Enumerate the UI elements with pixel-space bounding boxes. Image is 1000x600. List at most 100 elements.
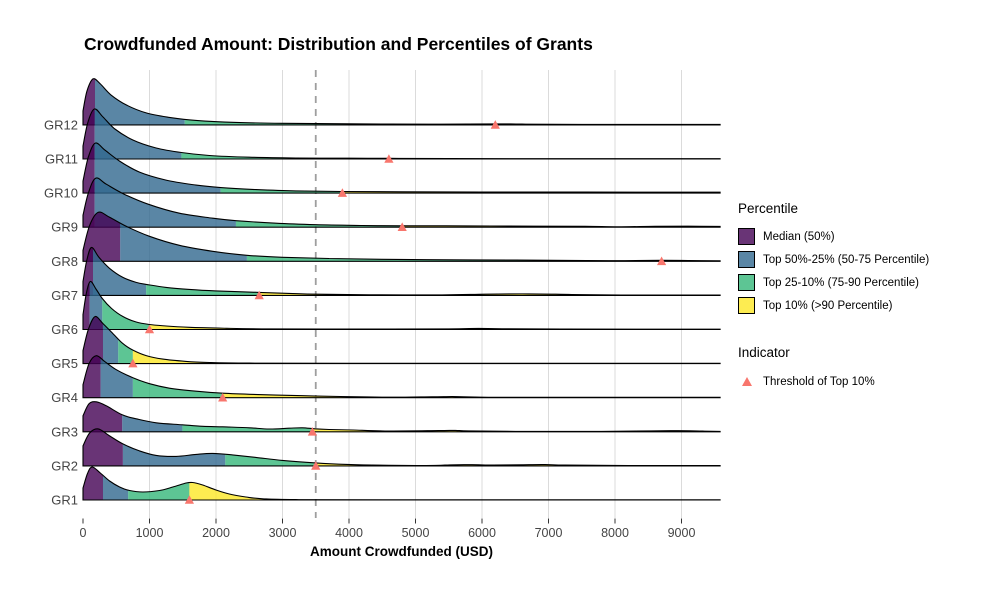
x-tick-label-1000: 1000 <box>136 526 164 540</box>
y-label-GR6: GR6 <box>51 322 78 337</box>
ridge-fill-GR10-seg0 <box>83 143 95 194</box>
chart-title: Crowdfunded Amount: Distribution and Per… <box>84 34 593 54</box>
ridge-fill-GR9-seg0 <box>83 178 95 228</box>
ridge-GR5 <box>82 315 721 365</box>
ridge-fill-GR1-seg0 <box>83 467 103 500</box>
threshold-triangle-icon <box>738 377 755 386</box>
ridge-fill-GR1-seg3 <box>189 482 721 500</box>
ridge-outline-GR1 <box>82 466 721 501</box>
x-tick-label-0: 0 <box>80 526 87 540</box>
ridge-fill-GR4-seg1 <box>100 357 133 398</box>
ridge-fill-GR1-seg1 <box>102 475 129 500</box>
ridge-fill-GR11-seg0 <box>83 108 95 159</box>
y-label-GR3: GR3 <box>51 424 78 439</box>
ridge-fill-GR4-seg2 <box>132 377 223 398</box>
y-label-GR2: GR2 <box>51 458 78 473</box>
ridge-fill-GR12-seg0 <box>83 78 95 125</box>
legend-percentile-item-0: Median (50%) <box>738 225 1000 248</box>
ridge-fill-GR5-seg0 <box>83 316 103 364</box>
ridge-fill-GR10-seg1 <box>94 142 221 194</box>
ridge-GR10 <box>82 142 721 194</box>
x-tick-label-5000: 5000 <box>402 526 430 540</box>
legend-percentile-title: Percentile <box>738 201 799 216</box>
ridge-fill-GR7-seg2 <box>146 284 260 296</box>
ridge-outline-GR7 <box>82 246 721 296</box>
ridge-fill-GR11-seg3 <box>388 158 721 159</box>
ridge-GR8 <box>82 211 721 262</box>
ridge-fill-GR5-seg3 <box>132 350 721 364</box>
ridge-GR4 <box>82 355 721 399</box>
ridge-GR7 <box>82 246 721 296</box>
legend-indicator-item: Threshold of Top 10% <box>738 370 1000 393</box>
ridge-fill-GR3-seg2 <box>182 424 313 432</box>
ridge-fill-GR5-seg1 <box>102 323 119 364</box>
x-tick-label-8000: 8000 <box>601 526 629 540</box>
x-tick-label-4000: 4000 <box>335 526 363 540</box>
y-label-GR4: GR4 <box>51 390 78 405</box>
ridge-outline-GR5 <box>82 315 721 365</box>
ridge-fill-GR6-seg2 <box>102 298 150 330</box>
y-label-GR10: GR10 <box>44 186 78 201</box>
legend-percentile-label: Top 50%-25% (50-75 Percentile) <box>763 253 930 266</box>
threshold-triangle-GR2 <box>311 461 321 470</box>
legend-percentile-items: Median (50%) Top 50%-25% (50-75 Percentil… <box>738 225 1000 317</box>
ridge-outline-GR8 <box>82 211 721 262</box>
legend-swatch-icon <box>738 297 755 314</box>
ridge-fill-GR2-seg2 <box>225 454 316 466</box>
y-label-GR8: GR8 <box>51 254 78 269</box>
ridge-fill-GR3-seg1 <box>122 414 183 432</box>
y-label-GR11: GR11 <box>45 152 78 167</box>
ridge-outline-GR11 <box>82 108 721 160</box>
y-label-GR5: GR5 <box>51 356 78 371</box>
ridge-GR9 <box>82 177 721 228</box>
legend-indicator-title: Indicator <box>738 345 790 360</box>
ridge-outline-GR6 <box>82 280 721 331</box>
ridge-fill-GR11-seg2 <box>181 152 389 159</box>
legend-percentile-item-3: Top 10% (>90 Percentile) <box>738 294 1000 317</box>
ridge-GR11 <box>82 108 721 160</box>
legend-percentile-item-1: Top 50%-25% (50-75 Percentile) <box>738 248 1000 271</box>
ridge-fill-GR12-seg3 <box>495 123 721 125</box>
y-label-GR9: GR9 <box>51 220 78 235</box>
ridge-fill-GR12-seg2 <box>184 119 496 125</box>
ridge-outline-GR2 <box>82 428 721 467</box>
ridge-fill-GR8-seg2 <box>246 255 662 262</box>
threshold-triangle-GR8 <box>657 256 667 266</box>
ridge-outline-GR4 <box>82 355 721 399</box>
legend-percentile-label: Top 10% (>90 Percentile) <box>763 299 893 312</box>
ridge-fill-GR7-seg1 <box>92 248 147 296</box>
ridge-fill-GR4-seg0 <box>83 355 101 398</box>
threshold-triangle-GR6 <box>144 324 155 334</box>
legend-percentile-item-2: Top 25-10% (75-90 Percentile) <box>738 271 1000 294</box>
ridge-outline-GR9 <box>82 177 721 228</box>
threshold-triangle-GR10 <box>337 188 347 197</box>
x-tick-label-6000: 6000 <box>468 526 496 540</box>
x-tick-label-9000: 9000 <box>668 526 696 540</box>
ridge-fill-GR5-seg2 <box>118 339 133 364</box>
ridge-fill-GR3-seg0 <box>83 401 123 432</box>
ridge-GR12 <box>82 78 721 126</box>
ridge-GR1 <box>82 466 721 501</box>
x-tick-label-7000: 7000 <box>535 526 563 540</box>
ridge-fill-GR2-seg1 <box>122 443 226 466</box>
x-tick-label-2000: 2000 <box>202 526 230 540</box>
legend-swatch-icon <box>738 251 755 268</box>
ridge-GR6 <box>82 280 721 331</box>
ridge-fill-GR6-seg1 <box>89 281 103 330</box>
ridge-GR3 <box>82 401 721 433</box>
y-label-GR7: GR7 <box>51 288 78 303</box>
ridge-GR2 <box>82 428 721 467</box>
ridge-fill-GR9-seg1 <box>94 177 236 228</box>
y-label-GR1: GR1 <box>51 493 78 508</box>
legend-swatch-icon <box>738 228 755 245</box>
legend: Percentile Median (50%) Top 50%-25% (50-7… <box>738 201 1000 393</box>
threshold-triangle-GR5 <box>128 358 138 368</box>
ridge-fill-GR1-seg2 <box>128 482 190 500</box>
threshold-triangle-GR9 <box>397 222 407 231</box>
threshold-triangle-GR7 <box>254 290 264 300</box>
ridge-outline-GR3 <box>82 401 721 433</box>
threshold-triangle-GR1 <box>184 495 194 504</box>
ridge-fill-GR12-seg1 <box>94 78 185 125</box>
